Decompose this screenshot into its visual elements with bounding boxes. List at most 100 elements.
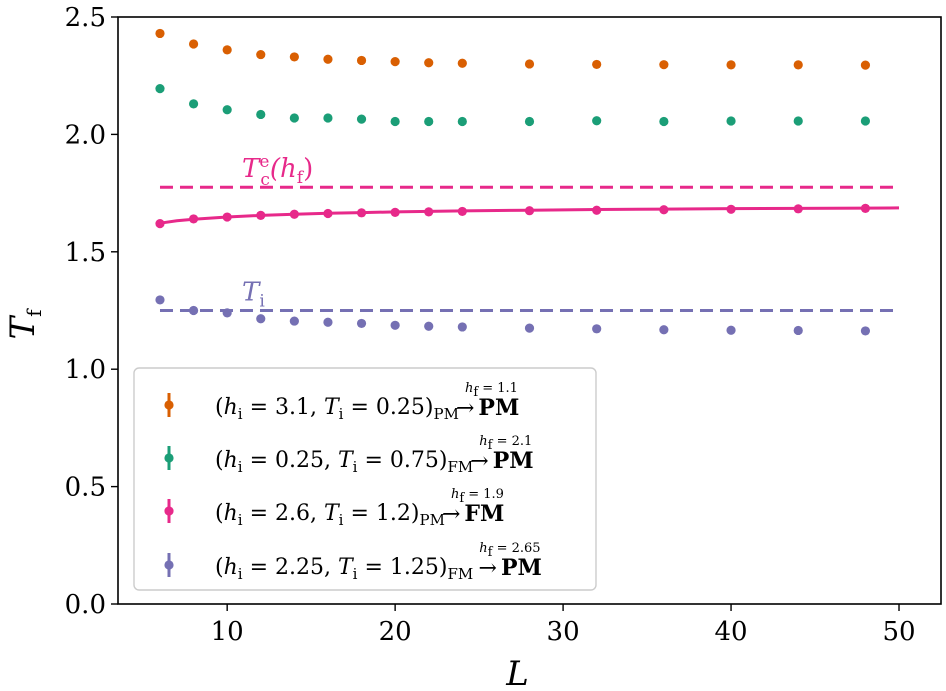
data-point	[390, 207, 400, 217]
legend-t-val: = 0.25)	[343, 395, 433, 420]
legend-t-val: = 1.2)	[343, 501, 419, 526]
y-tick-label: 0.0	[65, 590, 106, 620]
data-point	[457, 116, 467, 127]
y-axis-label: Tf	[3, 308, 46, 340]
legend-label: (hi = 2.6, Ti = 1.2)PMhf = 1.9 → FM	[215, 487, 504, 529]
legend-label: (hi = 0.25, Ti = 0.75)FMhf = 2.1 → PM	[215, 434, 534, 476]
legend-over-val: = 2.1	[492, 434, 532, 449]
data-point	[323, 113, 333, 123]
legend-h: h	[224, 555, 238, 580]
y-tick-label: 1.0	[65, 355, 106, 385]
legend-open-paren: (	[215, 555, 224, 580]
data-point	[323, 54, 333, 64]
data-point	[457, 322, 467, 332]
data-point	[793, 116, 803, 126]
legend-h-val: = 3.1,	[243, 395, 324, 420]
legend-target: PM	[501, 555, 542, 581]
legend-over-sub: f	[459, 491, 465, 506]
legend-open-paren: (	[215, 448, 224, 473]
data-point	[356, 208, 367, 218]
legend-over-sub: f	[488, 438, 494, 453]
data-point	[323, 208, 333, 219]
legend-arrow: →	[442, 502, 460, 527]
data-point	[524, 59, 535, 69]
ref-label-base: T	[242, 154, 261, 184]
legend-over-val: = 2.65	[492, 541, 540, 556]
data-point	[222, 45, 232, 55]
axes-layer: 10 20 30 40 50 0.0 0.5 1.0 1.5 2.0 2.5 L Tf	[3, 3, 942, 691]
data-point	[592, 205, 602, 215]
data-point	[860, 116, 871, 126]
data-point	[592, 324, 602, 334]
legend-t-sub: i	[353, 565, 358, 583]
data-point	[524, 116, 535, 127]
data-point	[524, 323, 535, 333]
data-point	[424, 207, 434, 217]
data-point	[659, 116, 669, 127]
legend-over-val: = 1.1	[478, 381, 518, 396]
data-point	[188, 305, 199, 316]
data-point	[256, 210, 266, 221]
data-point	[793, 204, 803, 214]
data-point	[323, 317, 333, 327]
legend-open-paren: (	[215, 395, 224, 420]
legend-t: T	[324, 395, 341, 420]
data-point	[155, 295, 165, 305]
series-2	[155, 84, 871, 127]
ref-label-sub: c	[260, 170, 270, 190]
data-point	[592, 59, 602, 70]
legend-t-sub: i	[339, 511, 344, 529]
data-point	[390, 116, 400, 127]
data-point	[256, 314, 266, 324]
legend-over-sub: f	[473, 385, 479, 400]
legend-t-sub: i	[339, 405, 344, 423]
legend-arrow: →	[456, 396, 474, 421]
legend-t: T	[338, 555, 355, 580]
legend-over-sub: f	[488, 545, 494, 560]
legend-h: h	[224, 501, 238, 526]
x-tick-label: 30	[547, 617, 580, 647]
legend-label: (hi = 3.1, Ti = 0.25)PMhf = 1.1 → PM	[215, 381, 519, 423]
ref-label-base: T	[242, 278, 261, 308]
y-axis-label-sub: f	[22, 308, 46, 317]
legend-phase: FM	[447, 458, 473, 476]
data-point	[659, 205, 669, 215]
legend-marker	[164, 453, 174, 463]
ref-label-close: )	[303, 154, 313, 184]
data-point	[155, 219, 165, 229]
legend-t-val: = 1.25)	[357, 555, 447, 580]
legend-arrow: →	[470, 449, 488, 474]
data-point	[155, 84, 165, 94]
data-point	[726, 204, 736, 214]
x-axis-label: L	[505, 654, 529, 691]
legend-marker	[164, 560, 174, 570]
y-tick-label: 0.5	[65, 473, 106, 503]
y-tick-label: 1.5	[65, 238, 106, 268]
y-tick-label: 2.0	[65, 120, 106, 150]
ref-label-sup: e	[259, 152, 269, 172]
data-point	[424, 58, 434, 68]
legend-marker	[164, 506, 174, 516]
legend-h: h	[224, 395, 238, 420]
data-point	[356, 318, 367, 329]
data-point	[726, 325, 736, 335]
data-point	[659, 325, 669, 335]
legend: (hi = 3.1, Ti = 0.25)PMhf = 1.1 → PM(hi = …	[133, 367, 597, 591]
data-point	[356, 55, 367, 66]
data-point	[188, 39, 199, 49]
data-point	[390, 320, 400, 330]
data-point	[592, 116, 602, 126]
x-tick-label: 20	[379, 617, 412, 647]
data-point	[726, 116, 736, 126]
series-4	[155, 295, 871, 336]
data-point	[726, 60, 736, 70]
x-tick-label: 40	[715, 617, 748, 647]
data-point	[860, 326, 871, 336]
data-point	[860, 203, 871, 213]
legend-target: PM	[478, 395, 519, 421]
data-point	[289, 113, 299, 123]
data-point	[256, 109, 266, 120]
data-point	[424, 116, 434, 127]
reference-line-label: Ti	[242, 278, 265, 312]
legend-h-sub: i	[238, 511, 243, 529]
